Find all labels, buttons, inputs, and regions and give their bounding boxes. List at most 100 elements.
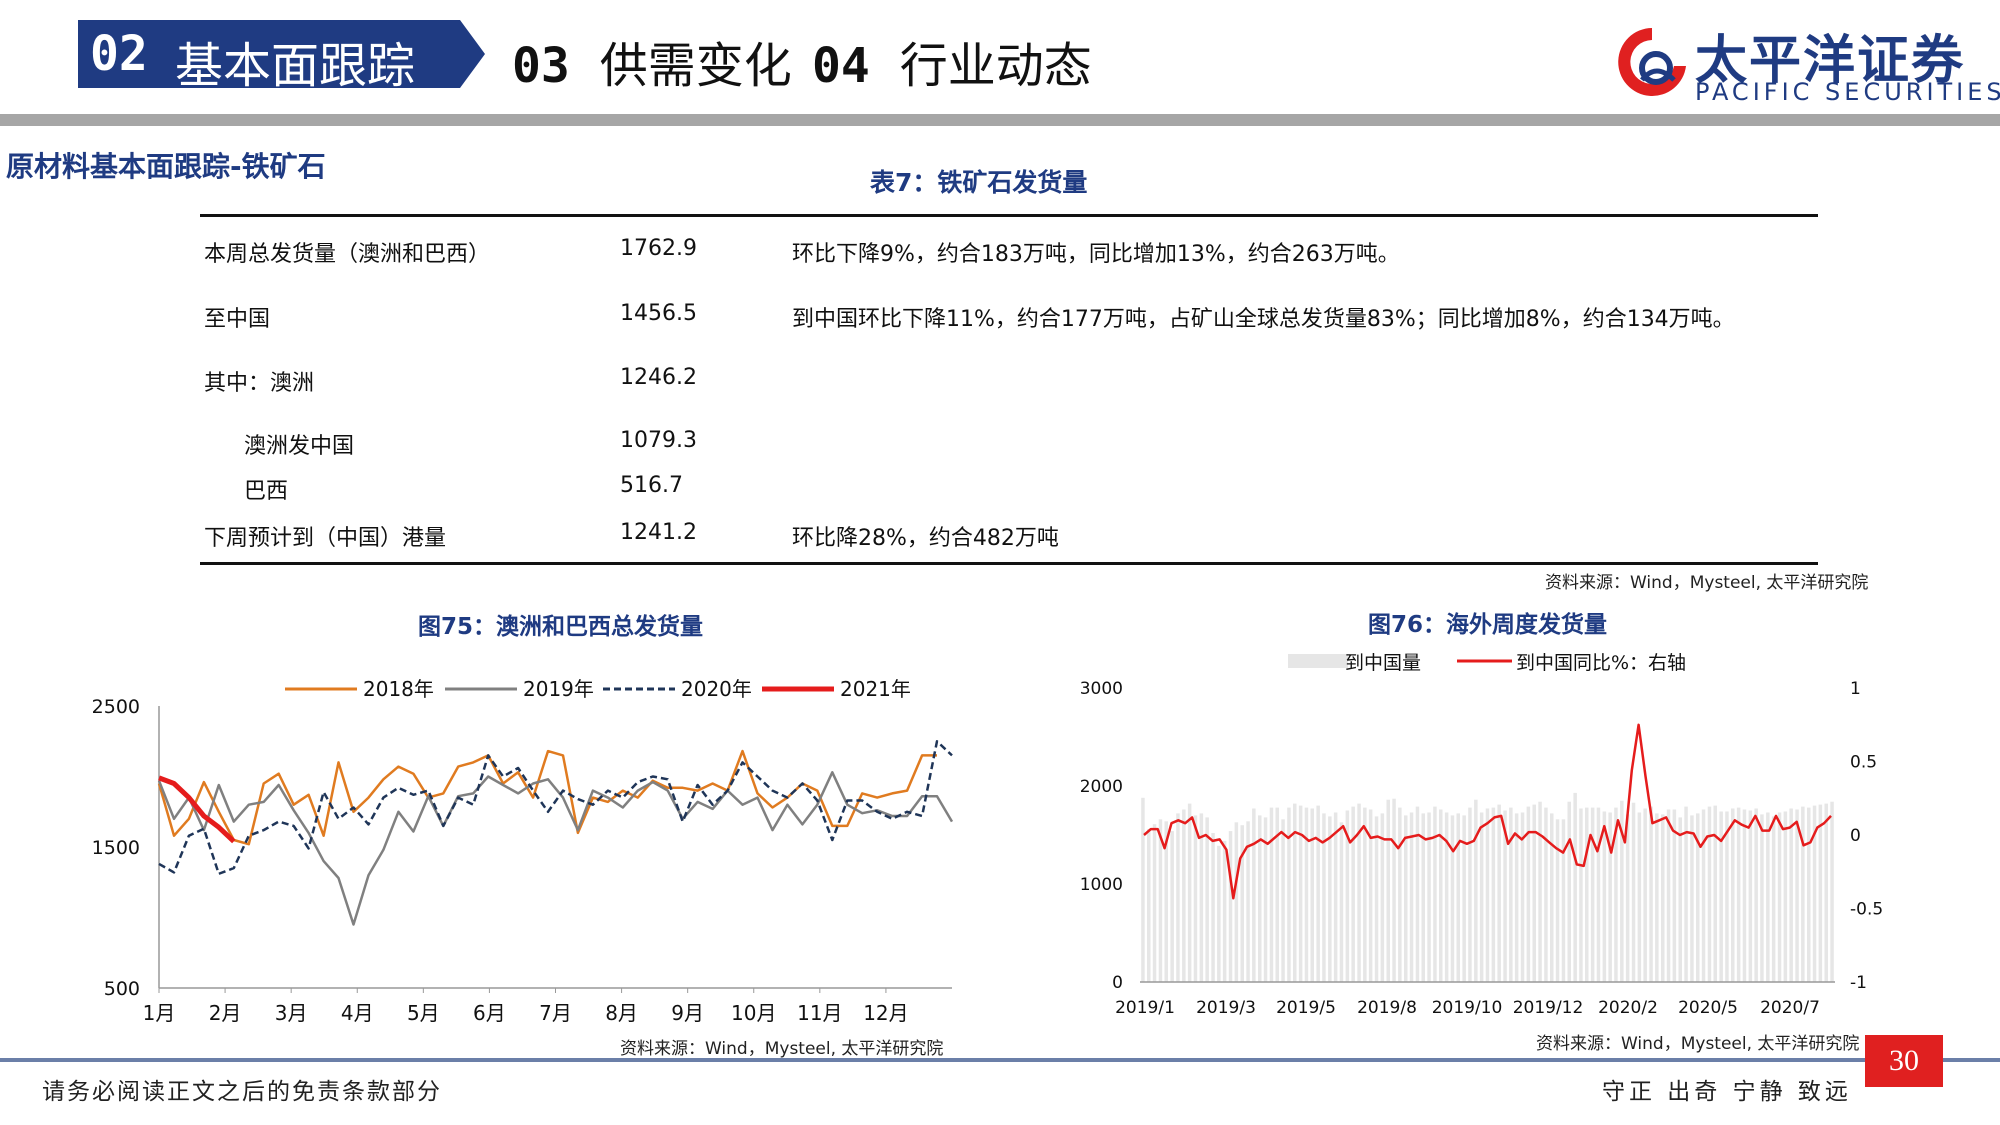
tab-label: 行业动态 bbox=[899, 38, 1092, 94]
chart2-bar bbox=[1701, 809, 1706, 982]
table-row-label: 巴西 bbox=[244, 479, 289, 504]
chart2-bar bbox=[1748, 810, 1753, 982]
chart2-bar bbox=[1293, 803, 1297, 982]
chart2-bar bbox=[1141, 797, 1145, 982]
chart2-bar bbox=[1363, 807, 1367, 982]
table-source: 资料来源：Wind，Mysteel, 太平洋研究院 bbox=[1545, 573, 1869, 593]
chart2-bar bbox=[1719, 811, 1723, 982]
table-row-note: 到中国环比下降11%，约合177万吨，占矿山全球总发货量83%；同比增加8%，约… bbox=[792, 307, 1735, 332]
chart2-x-tick-label: 2019/8 bbox=[1357, 998, 1417, 1018]
table-row-value: 1246.2 bbox=[620, 365, 697, 390]
table-bottom-rule bbox=[200, 562, 1818, 565]
chart2-bar bbox=[1637, 812, 1642, 982]
chart2-bar bbox=[1217, 845, 1221, 982]
chart2-bar bbox=[1328, 816, 1332, 982]
chart2-bar bbox=[1497, 804, 1501, 982]
chart2-bar bbox=[1625, 814, 1630, 982]
chart1-y-tick-label: 1500 bbox=[92, 837, 140, 859]
chart1-legend-label: 2020年 bbox=[681, 677, 752, 701]
table-row-label: 其中：澳洲 bbox=[204, 371, 315, 396]
chart2-bar bbox=[1684, 806, 1688, 982]
chart2-bar bbox=[1777, 812, 1782, 982]
table-row-value: 516.7 bbox=[620, 473, 683, 498]
chart2-bar bbox=[1649, 806, 1653, 982]
tab-supply-demand[interactable]: 03 供需变化 bbox=[512, 26, 792, 96]
chart2-right-tick-label: -0.5 bbox=[1850, 900, 1883, 920]
chart2-right-tick-label: 0 bbox=[1850, 826, 1861, 846]
chart2-bar bbox=[1152, 824, 1157, 982]
chart2-x-tick-label: 2020/7 bbox=[1760, 998, 1820, 1018]
chart2-bar bbox=[1520, 812, 1525, 982]
chart1-legend-label: 2018年 bbox=[363, 677, 434, 701]
table-top-rule bbox=[200, 214, 1818, 217]
chart2-bar bbox=[1479, 812, 1484, 982]
chart2-bar bbox=[1415, 806, 1420, 982]
chart2-bar bbox=[1824, 803, 1828, 982]
chart2-bar bbox=[1602, 811, 1607, 982]
chart2-bar bbox=[1421, 813, 1425, 982]
chart2-legend-label-line: 到中国同比%：右轴 bbox=[1516, 652, 1686, 674]
chart1-series-line-1 bbox=[157, 771, 954, 926]
chart2-bar bbox=[1789, 808, 1793, 982]
chart2-bar bbox=[1690, 815, 1694, 982]
chart2-x-tick-label: 2019/12 bbox=[1513, 998, 1584, 1018]
chart1-x-tick-label: 5月 bbox=[407, 1001, 440, 1025]
chart2-bar bbox=[1205, 817, 1209, 982]
tab-basic-tracking-active[interactable]: 02 基本面跟踪 bbox=[70, 20, 485, 94]
chart2-bar bbox=[1170, 831, 1174, 982]
chart2-bar bbox=[1164, 821, 1168, 982]
chart2-bar bbox=[1631, 802, 1636, 982]
chart1-y-tick-label: 2500 bbox=[92, 696, 140, 718]
section-title: 原材料基本面跟踪-铁矿石 bbox=[6, 150, 326, 183]
chart1-series-line-3 bbox=[158, 775, 236, 844]
chart1-source: 资料来源：Wind，Mysteel, 太平洋研究院 bbox=[620, 1039, 944, 1059]
chart2-bar bbox=[1573, 792, 1577, 982]
chart2-bar bbox=[1316, 805, 1320, 982]
chart2-bar bbox=[1643, 808, 1647, 982]
table-row-note: 环比下降9%，约合183万吨，同比增加13%，约合263万吨。 bbox=[792, 242, 1400, 267]
chart2-x-tick-label: 2019/5 bbox=[1276, 998, 1336, 1018]
chart2-bar bbox=[1736, 807, 1741, 982]
chart2-bar bbox=[1742, 809, 1747, 982]
chart1-x-tick-label: 2月 bbox=[209, 1001, 242, 1025]
chart2-bar bbox=[1380, 813, 1385, 982]
chart2-bar bbox=[1404, 815, 1408, 982]
tab-number: 03 bbox=[512, 38, 570, 94]
chart2-bar bbox=[1503, 810, 1507, 982]
chart2-bar bbox=[1386, 799, 1390, 982]
chart2-legend-swatch-bar bbox=[1288, 654, 1348, 668]
active-tab-label: 基本面跟踪 bbox=[175, 38, 416, 94]
chart2-bar bbox=[1287, 807, 1291, 982]
table-row-label: 澳洲发中国 bbox=[244, 434, 355, 459]
chart1-legend-label: 2019年 bbox=[523, 677, 594, 701]
chart2-bar bbox=[1585, 807, 1589, 982]
header-divider bbox=[0, 114, 2000, 126]
chart2-bar bbox=[1509, 807, 1513, 982]
tab-industry-news[interactable]: 04 行业动态 bbox=[812, 26, 1092, 96]
chart2-right-tick-label: 1 bbox=[1850, 679, 1861, 699]
chart2-bar bbox=[1147, 829, 1151, 982]
chart2-bar bbox=[1532, 804, 1536, 982]
chart2-bar bbox=[1474, 799, 1478, 982]
chart2-x-tick-label: 2020/5 bbox=[1678, 998, 1738, 1018]
chart2-bar bbox=[1544, 807, 1548, 982]
chart2-bar bbox=[1801, 806, 1805, 982]
chart2-bar bbox=[1269, 807, 1274, 982]
table-row-value: 1241.2 bbox=[620, 520, 697, 545]
chart2-source: 资料来源：Wind，Mysteel, 太平洋研究院 bbox=[1536, 1034, 1860, 1054]
company-motto: 守正 出奇 宁静 致远 bbox=[1602, 1079, 1852, 1105]
chart2-bar bbox=[1240, 825, 1244, 982]
chart2-bar bbox=[1760, 814, 1764, 982]
chart1-x-tick-label: 12月 bbox=[863, 1001, 908, 1025]
logo-chinese-name: 太平洋证券 bbox=[1695, 31, 1966, 91]
tab-number: 04 bbox=[812, 38, 870, 94]
active-tab-shape bbox=[78, 20, 485, 88]
chart2-bar bbox=[1812, 805, 1817, 982]
chart2-bar bbox=[1538, 801, 1542, 982]
chart2-bar bbox=[1433, 806, 1437, 982]
chart2-x-tick-label: 2019/10 bbox=[1432, 998, 1503, 1018]
chart1-x-tick-label: 8月 bbox=[605, 1001, 638, 1025]
page-number: 30 bbox=[1865, 1035, 1943, 1087]
chart2-left-tick-label: 0 bbox=[1112, 973, 1123, 993]
chart2-bar bbox=[1176, 813, 1180, 982]
